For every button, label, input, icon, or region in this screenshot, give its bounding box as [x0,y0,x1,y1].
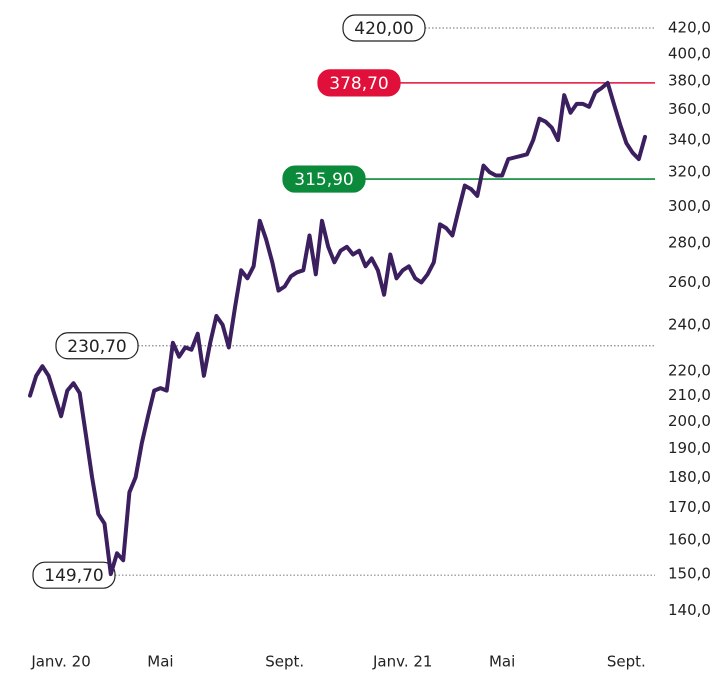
x-tick-label: Sept. [265,653,304,671]
y-tick-label: 280,0 [668,234,711,252]
y-tick-label: 150,0 [668,565,711,583]
y-tick-label: 400,0 [668,44,711,62]
y-tick-label: 200,0 [668,412,711,430]
reference-value: 420,00 [354,19,413,39]
y-tick-label: 260,0 [668,273,711,291]
y-tick-label: 380,0 [668,72,711,90]
reference-label: 378,70 [317,69,401,97]
y-tick-label: 160,0 [668,530,711,548]
label-box [282,165,366,193]
x-tick-label: Sept. [607,653,646,671]
label-box [32,561,116,589]
reference-label: 420,00 [342,14,426,42]
y-tick-label: 210,0 [668,386,711,404]
x-tick-label: Janv. 21 [372,653,432,671]
reference-label: 149,70 [32,561,116,589]
reference-label: 230,70 [55,332,139,360]
reference-value: 378,70 [329,74,388,94]
y-tick-label: 360,0 [668,100,711,118]
y-tick-label: 220,0 [668,361,711,379]
label-box [55,332,139,360]
reference-value: 315,90 [294,170,353,190]
x-tick-label: Mai [489,653,515,671]
y-tick-label: 190,0 [668,439,711,457]
price-line [28,80,647,577]
reference-label: 315,90 [282,165,366,193]
label-box [317,69,401,97]
reference-value: 230,70 [67,337,126,357]
reference-value: 149,70 [44,566,103,586]
y-tick-label: 170,0 [668,498,711,516]
y-tick-label: 320,0 [668,163,711,181]
y-tick-label: 340,0 [668,131,711,149]
x-tick-label: Mai [147,653,173,671]
y-tick-label: 240,0 [668,315,711,333]
y-tick-label: 140,0 [668,601,711,619]
x-tick-label: Janv. 20 [30,653,90,671]
y-tick-label: 180,0 [668,468,711,486]
y-tick-label: 420,0 [668,18,711,36]
y-tick-label: 300,0 [668,197,711,215]
label-box [342,14,426,42]
